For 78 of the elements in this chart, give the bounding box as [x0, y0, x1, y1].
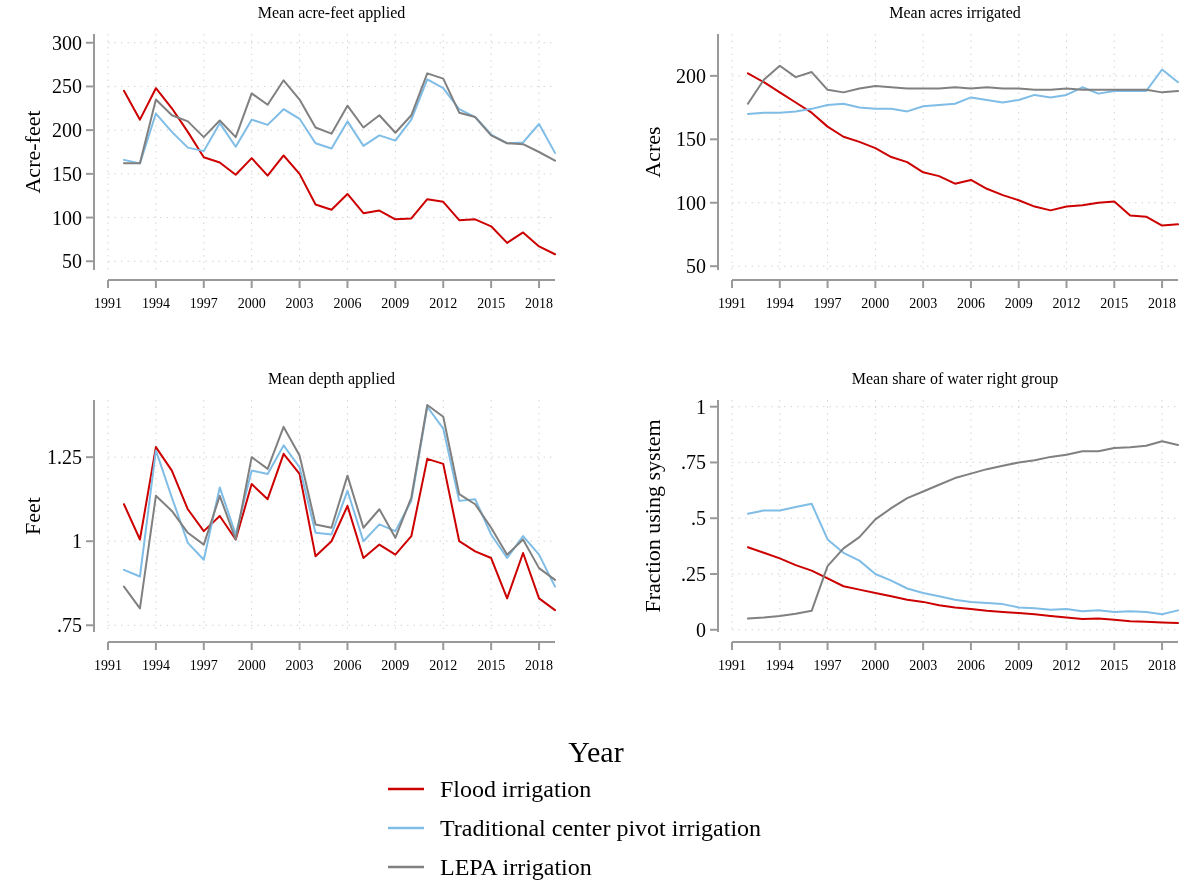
line-series: [122, 87, 556, 256]
y-tick-label: 300: [52, 31, 82, 54]
x-tick-label: 2012: [429, 296, 458, 311]
y-tick-label: 200: [676, 64, 706, 87]
x-tick-label: 1997: [813, 658, 842, 673]
line-series: [746, 502, 1179, 616]
y-axis-title: Fraction using system: [640, 419, 665, 613]
x-tick-label: 2015: [1100, 296, 1129, 311]
x-tick-label: 1991: [94, 296, 122, 311]
y-tick-label: 100: [676, 191, 706, 214]
y-axis-title: Feet: [20, 497, 45, 535]
line-series: [746, 546, 1179, 625]
y-tick-label: 150: [52, 162, 82, 185]
x-tick-label: 2012: [1052, 296, 1081, 311]
line-series: [746, 72, 1179, 227]
y-tick-label: .25: [681, 563, 706, 585]
x-tick-label: 2006: [956, 658, 985, 673]
x-tick-label: 1991: [718, 296, 746, 311]
x-tick-label: 1997: [813, 296, 842, 311]
y-tick-label: 50: [62, 250, 82, 273]
legend-label: Flood irrigation: [440, 776, 592, 803]
y-tick-label: 250: [52, 75, 82, 98]
chart-title: Mean acre-feet applied: [257, 4, 406, 22]
legend-label: Traditional center pivot irrigation: [440, 815, 762, 842]
y-tick-label: 0: [696, 618, 706, 641]
x-tick-label: 2000: [861, 296, 890, 311]
y-tick-label: .5: [691, 507, 706, 530]
y-axis-title: Acres: [640, 126, 665, 178]
x-tick-label: 2009: [381, 296, 410, 311]
y-tick-label: 200: [52, 119, 82, 142]
x-tick-label: 1994: [141, 658, 170, 673]
x-tick-label: 1991: [94, 658, 122, 673]
y-tick-label: .75: [681, 451, 706, 474]
x-tick-label: 2018: [1148, 658, 1177, 673]
x-tick-label: 2015: [1100, 658, 1129, 673]
x-tick-label: 2015: [477, 296, 506, 311]
x-tick-label: 1994: [141, 296, 170, 311]
chart-title: Mean acres irrigated: [889, 4, 1021, 22]
x-tick-label: 2018: [525, 296, 554, 311]
y-tick-label: 150: [676, 128, 706, 151]
y-tick-label: 100: [52, 206, 82, 229]
y-tick-label: .75: [57, 614, 82, 637]
y-tick-label: 1: [696, 395, 706, 418]
x-tick-label: 2006: [956, 296, 985, 311]
x-tick-label: 2009: [1004, 658, 1033, 673]
x-tick-label: 1991: [718, 658, 746, 673]
x-tick-label: 2006: [333, 658, 362, 673]
x-tick-label: 2003: [285, 658, 314, 673]
x-tick-label: 2003: [285, 296, 314, 311]
line-series: [122, 446, 556, 612]
x-tick-label: 1994: [765, 658, 794, 673]
x-tick-label: 2018: [1148, 296, 1177, 311]
chart-title: Mean share of water right group: [851, 370, 1059, 388]
x-axis-title: Year: [568, 735, 624, 768]
x-tick-label: 2015: [477, 658, 506, 673]
y-tick-label: 1: [72, 530, 82, 553]
x-tick-label: 2018: [525, 658, 554, 673]
x-tick-label: 2003: [909, 658, 938, 673]
x-tick-label: 2009: [381, 658, 410, 673]
y-tick-label: 1.25: [47, 446, 82, 469]
x-tick-label: 2012: [429, 658, 458, 673]
x-tick-label: 1994: [765, 296, 794, 311]
legend-label: LEPA irrigation: [440, 854, 592, 881]
x-tick-label: 1997: [189, 658, 218, 673]
x-tick-label: 2000: [861, 658, 890, 673]
x-tick-label: 2009: [1004, 296, 1033, 311]
x-tick-label: 1997: [189, 296, 218, 311]
y-tick-label: 50: [686, 255, 706, 278]
x-tick-label: 2000: [237, 658, 266, 673]
line-series: [746, 64, 1179, 105]
x-tick-label: 2012: [1052, 658, 1081, 673]
chart-title: Mean depth applied: [267, 370, 396, 388]
x-tick-label: 2003: [909, 296, 938, 311]
y-axis-title: Acre-feet: [20, 110, 45, 194]
x-tick-label: 2006: [333, 296, 362, 311]
x-tick-label: 2000: [237, 296, 266, 311]
line-series: [746, 440, 1179, 620]
line-series: [746, 68, 1179, 115]
